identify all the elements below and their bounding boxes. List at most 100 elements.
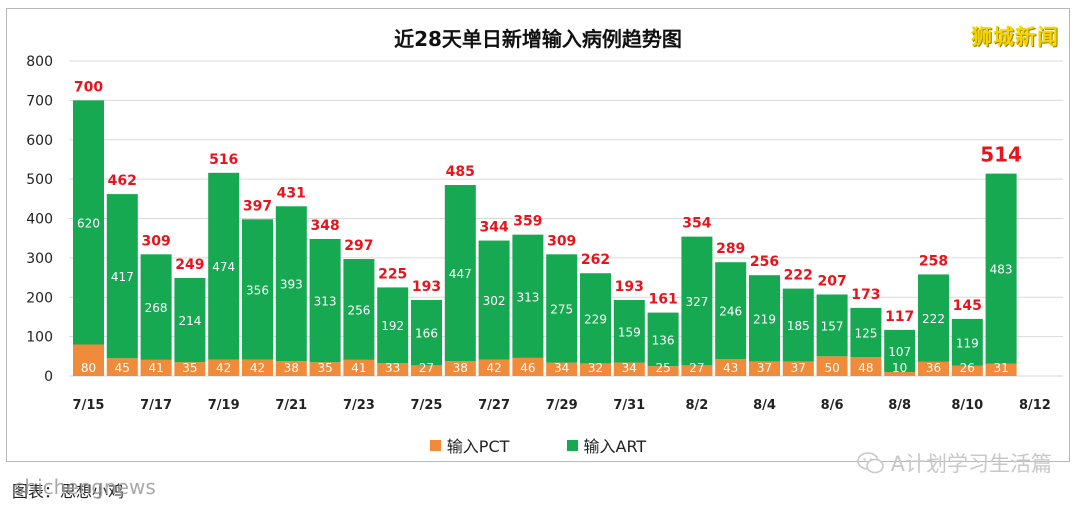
data-label-pct: 48 bbox=[858, 361, 873, 375]
data-label-art: 229 bbox=[584, 312, 607, 326]
data-label-art: 268 bbox=[145, 301, 168, 315]
data-label-total: 462 bbox=[108, 173, 137, 189]
data-label-art: 219 bbox=[753, 312, 776, 326]
bar-segment-pct bbox=[951, 365, 983, 376]
bar-segment-art bbox=[749, 275, 780, 362]
bar-segment-art bbox=[377, 287, 409, 364]
data-label-pct: 35 bbox=[317, 361, 332, 375]
data-label-art: 620 bbox=[77, 216, 100, 230]
data-label-art: 447 bbox=[449, 267, 472, 281]
data-label-total: 289 bbox=[716, 241, 745, 257]
data-label-art: 313 bbox=[516, 290, 539, 304]
data-label-art: 275 bbox=[550, 302, 573, 316]
bar-segment-pct bbox=[613, 362, 645, 376]
data-label-pct: 34 bbox=[622, 361, 637, 375]
y-tick-label: 0 bbox=[44, 369, 53, 385]
data-label-pct: 46 bbox=[520, 361, 535, 375]
data-label-total: 348 bbox=[310, 218, 339, 234]
data-label-total: 359 bbox=[513, 214, 542, 230]
bar-segment-pct bbox=[512, 357, 544, 376]
bar-segment-pct bbox=[715, 359, 747, 376]
bar-segment-pct bbox=[275, 361, 307, 376]
bar-segment-art bbox=[174, 277, 206, 363]
data-label-total: 225 bbox=[378, 266, 407, 282]
data-label-total: 222 bbox=[784, 268, 813, 284]
data-label-pct: 32 bbox=[588, 361, 603, 375]
data-label-pct: 36 bbox=[926, 361, 941, 375]
data-label-total: 258 bbox=[919, 253, 948, 269]
data-label-art: 483 bbox=[990, 263, 1013, 277]
x-tick-label: 7/31 bbox=[613, 398, 645, 413]
x-tick-label: 7/15 bbox=[73, 398, 105, 413]
x-tick-label: 7/27 bbox=[478, 398, 510, 413]
bar-segment-pct bbox=[444, 361, 476, 376]
bar-segment-pct bbox=[985, 363, 1017, 376]
bar-segment-art bbox=[884, 329, 916, 373]
data-label-art: 107 bbox=[888, 345, 911, 359]
x-tick-label: 8/4 bbox=[753, 398, 776, 413]
data-label-pct: 10 bbox=[892, 361, 907, 375]
data-label-art: 125 bbox=[854, 326, 877, 340]
chart-title: 近28天单日新增输入病例趋势图 bbox=[394, 27, 682, 51]
bar-segment-pct bbox=[850, 357, 882, 376]
bar-segment-art bbox=[985, 173, 1017, 364]
bar-segment-pct bbox=[647, 366, 679, 376]
legend-label-art: 输入ART bbox=[583, 437, 647, 456]
bar-segment-art bbox=[715, 262, 747, 360]
data-label-pct: 42 bbox=[486, 361, 501, 375]
data-label-pct: 38 bbox=[453, 361, 468, 375]
bar-segment-pct bbox=[478, 359, 510, 376]
y-tick-label: 300 bbox=[26, 251, 53, 267]
data-label-art: 246 bbox=[719, 305, 742, 319]
data-label-total: 514 bbox=[980, 143, 1022, 167]
data-label-pct: 38 bbox=[284, 361, 299, 375]
x-tick-label: 8/2 bbox=[685, 398, 708, 413]
bar-segment-art bbox=[681, 236, 713, 366]
x-tick-label: 8/12 bbox=[1019, 398, 1051, 413]
bar-segment-pct bbox=[884, 372, 916, 376]
source-watermark: shichengnews bbox=[14, 475, 156, 499]
wechat-label: A计划学习生活篇 bbox=[890, 452, 1052, 476]
bar-segment-pct bbox=[782, 361, 814, 376]
bar-segment-art bbox=[647, 312, 679, 367]
data-label-pct: 42 bbox=[216, 361, 231, 375]
chart-frame: 近28天单日新增输入病例趋势图 狮城新闻 0 100 200 300 400 500 600… bbox=[6, 8, 1070, 462]
data-label-art: 192 bbox=[381, 319, 404, 333]
bar-segment-pct bbox=[749, 361, 780, 376]
bar-segment-art bbox=[951, 318, 983, 366]
data-label-total: 344 bbox=[479, 220, 508, 236]
data-label-total: 193 bbox=[412, 279, 441, 295]
data-label-pct: 50 bbox=[824, 361, 839, 375]
bar-segment-pct bbox=[343, 359, 375, 376]
chart-plot: 0 100 200 300 400 500 600 700 800 80 620 700 45 417 46… bbox=[26, 54, 1063, 413]
bar-segment-pct bbox=[546, 362, 578, 376]
data-label-total: 700 bbox=[74, 79, 103, 95]
y-tick-label: 400 bbox=[26, 212, 53, 228]
bar-segment-pct bbox=[377, 363, 409, 376]
bar-segment-art bbox=[478, 240, 510, 360]
bar-segment-art bbox=[208, 172, 240, 360]
data-label-art: 222 bbox=[922, 312, 945, 326]
data-label-total: 117 bbox=[885, 309, 914, 325]
data-label-total: 256 bbox=[750, 254, 779, 270]
data-label-total: 145 bbox=[953, 298, 982, 314]
data-label-pct: 26 bbox=[960, 361, 975, 375]
brand-logo: 狮城新闻 bbox=[971, 25, 1059, 49]
y-tick-label: 500 bbox=[26, 172, 53, 188]
bar-segment-art bbox=[918, 274, 949, 362]
data-label-pct: 31 bbox=[993, 361, 1008, 375]
bar-segment-art bbox=[242, 219, 273, 360]
data-label-total: 309 bbox=[547, 233, 576, 249]
bar-segment-art bbox=[444, 185, 476, 362]
y-tick-label: 800 bbox=[26, 54, 53, 70]
bar-segment-pct bbox=[106, 358, 138, 376]
bar-segment-pct bbox=[411, 365, 442, 376]
y-tick-label: 600 bbox=[26, 133, 53, 149]
y-tick-label: 100 bbox=[26, 330, 53, 346]
bar-segment-art bbox=[512, 234, 544, 358]
wechat-icon bbox=[856, 452, 884, 474]
data-label-art: 417 bbox=[111, 270, 134, 284]
legend-label-pct: 输入PCT bbox=[446, 437, 510, 456]
bar-segment-pct bbox=[681, 365, 713, 376]
data-label-total: 249 bbox=[175, 257, 204, 273]
